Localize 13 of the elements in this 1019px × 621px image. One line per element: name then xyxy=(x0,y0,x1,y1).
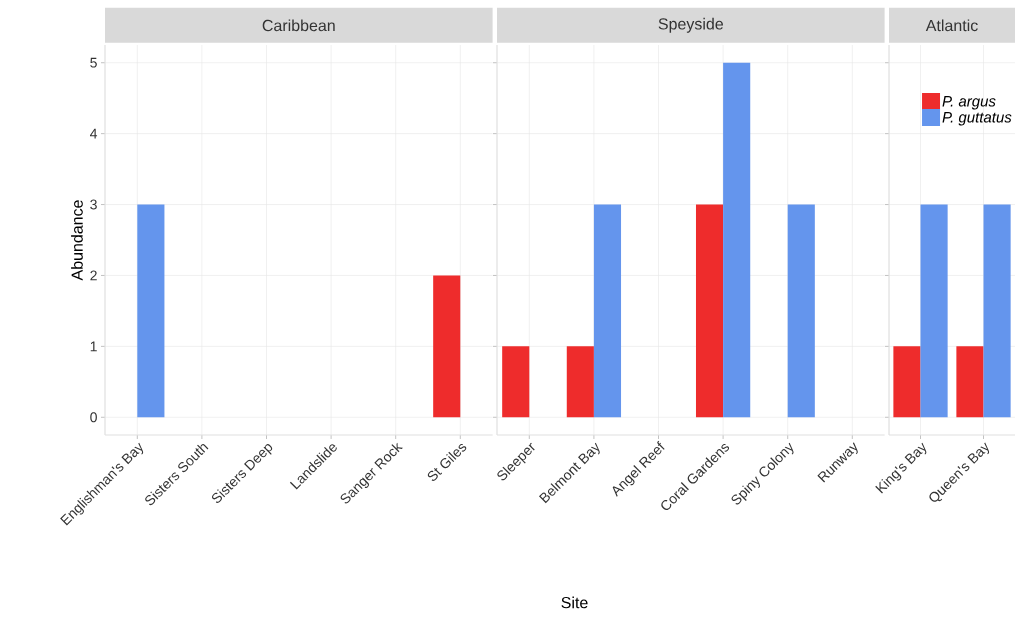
y-tick-label: 1 xyxy=(90,341,97,352)
y-tick-label: 2 xyxy=(90,270,97,281)
x-axis-title: Site xyxy=(561,596,588,609)
y-tick-label: 0 xyxy=(90,412,97,423)
y-tick-label: 5 xyxy=(90,57,97,68)
chart-title: Atlantic xyxy=(925,19,978,32)
legend-label: P. argus xyxy=(942,96,996,110)
y-tick-label: 3 xyxy=(90,199,97,210)
y-tick-label: 4 xyxy=(90,128,98,139)
y-axis-title: Abundance xyxy=(71,200,83,281)
chart-title: Caribbean xyxy=(262,19,335,32)
legend-label: P. guttatus xyxy=(942,112,1012,126)
chart-title: Speyside xyxy=(658,17,723,33)
